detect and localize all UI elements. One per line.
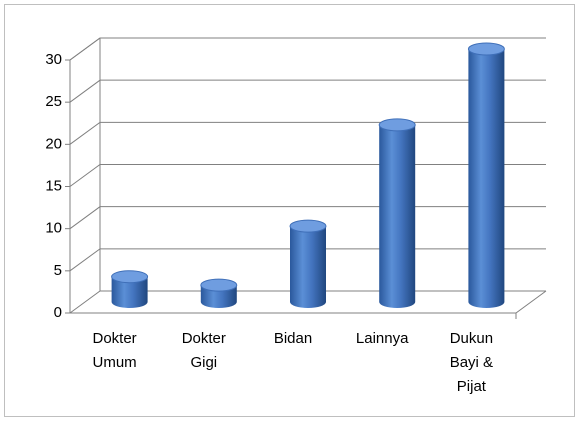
x-tick-label: Dokter Gigi — [181, 330, 226, 371]
bar-top — [467, 42, 505, 56]
y-tick-label: 10 — [45, 220, 62, 237]
grid-line — [69, 37, 546, 61]
frame-border — [4, 4, 575, 417]
y-tick-label: 5 — [54, 262, 62, 279]
bar — [378, 118, 416, 309]
y-tick-label: 25 — [45, 93, 62, 110]
bar-body — [111, 276, 148, 308]
bar-top — [289, 219, 327, 233]
bar — [467, 42, 505, 308]
y-tick-label: 0 — [54, 304, 62, 321]
grid-line — [69, 79, 546, 103]
bar-body — [379, 124, 416, 309]
bar — [289, 219, 327, 308]
bar-body — [468, 49, 505, 308]
x-tick-label: Dukun Bayi & Pijat — [449, 330, 494, 395]
bar-top — [378, 118, 416, 132]
x-tick-label: Lainnya — [355, 330, 409, 347]
bar — [200, 278, 238, 308]
y-tick-label: 20 — [45, 135, 62, 152]
bar — [111, 270, 149, 308]
bar-body — [290, 226, 326, 308]
bar-top — [111, 270, 149, 284]
bar-top — [200, 278, 238, 292]
x-tick-label: Bidan — [273, 330, 313, 347]
x-tick-label: Dokter Umum — [92, 330, 137, 371]
y-tick-label: 15 — [45, 177, 62, 194]
y-tick-label: 30 — [45, 51, 62, 68]
